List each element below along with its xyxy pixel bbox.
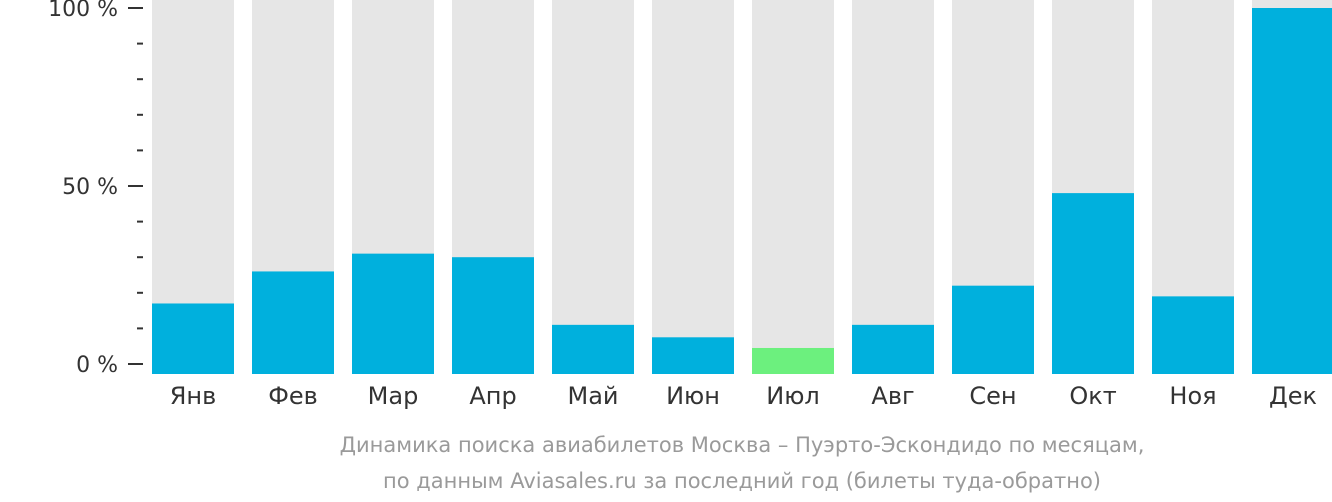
background-bar (652, 0, 734, 374)
bar-12 (1252, 8, 1332, 374)
background-bar (752, 0, 834, 374)
x-tick-label: Авг (871, 382, 914, 410)
bar-2 (252, 271, 334, 374)
x-axis: Янв Фев Мар Апр Май Июн Июл Авг Сен Окт Ноя Дек (170, 382, 1317, 410)
bar-3 (352, 253, 434, 374)
x-tick-label: Дек (1269, 382, 1317, 410)
x-tick-label: Янв (170, 382, 217, 410)
x-tick-label: Мар (368, 382, 419, 410)
value-bars (152, 8, 1332, 374)
background-bar (852, 0, 934, 374)
background-bar (552, 0, 634, 374)
x-tick-label: Сен (969, 382, 1016, 410)
x-tick-label: Ноя (1169, 382, 1216, 410)
y-tick-label: 0 % (76, 353, 118, 378)
bar-11 (1152, 296, 1234, 374)
caption-line-2: по данным Aviasales.ru за последний год … (383, 469, 1101, 493)
x-tick-label: Окт (1069, 382, 1116, 410)
x-tick-label: Июл (766, 382, 820, 410)
bar-5 (552, 324, 634, 374)
x-tick-label: Апр (469, 382, 516, 410)
caption-line-1: Динамика поиска авиабилетов Москва – Пуэ… (340, 433, 1145, 457)
bar-1 (152, 303, 234, 374)
bar-4 (452, 257, 534, 374)
bar-9 (952, 285, 1034, 374)
bar-7 (752, 347, 834, 374)
bar-6 (652, 337, 734, 374)
y-axis: 0 % 50 % 100 % (48, 0, 143, 378)
y-tick-label: 50 % (62, 175, 118, 200)
y-tick-label: 100 % (48, 0, 118, 22)
x-tick-label: Фев (268, 382, 318, 410)
bar-10 (1052, 193, 1134, 374)
x-tick-label: Июн (666, 382, 720, 410)
x-tick-label: Май (567, 382, 618, 410)
bar-8 (852, 324, 934, 374)
